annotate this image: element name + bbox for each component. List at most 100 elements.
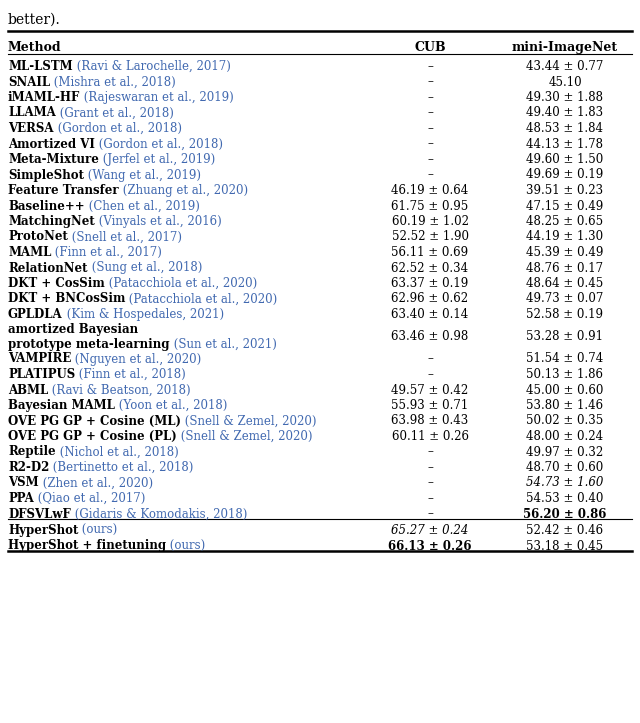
Text: 49.69 ± 0.19: 49.69 ± 0.19 — [526, 168, 604, 181]
Text: 53.28 ± 0.91: 53.28 ± 0.91 — [527, 330, 604, 343]
Text: (Finn et al., 2017): (Finn et al., 2017) — [51, 246, 163, 259]
Text: 43.44 ± 0.77: 43.44 ± 0.77 — [526, 60, 604, 73]
Text: (Rajeswaran et al., 2019): (Rajeswaran et al., 2019) — [80, 91, 234, 104]
Text: (Gidaris & Komodakis, 2018): (Gidaris & Komodakis, 2018) — [71, 508, 247, 521]
Text: Meta-Mixture: Meta-Mixture — [8, 153, 99, 166]
Text: 48.00 ± 0.24: 48.00 ± 0.24 — [527, 430, 604, 443]
Text: 47.15 ± 0.49: 47.15 ± 0.49 — [526, 200, 604, 213]
Text: 62.96 ± 0.62: 62.96 ± 0.62 — [392, 293, 468, 306]
Text: OVE PG GP + Cosine (ML): OVE PG GP + Cosine (ML) — [8, 414, 181, 427]
Text: DKT + BNCosSim: DKT + BNCosSim — [8, 293, 125, 306]
Text: (Gordon et al., 2018): (Gordon et al., 2018) — [95, 137, 223, 150]
Text: R2-D2: R2-D2 — [8, 461, 49, 474]
Text: 51.54 ± 0.74: 51.54 ± 0.74 — [526, 353, 604, 366]
Text: 63.98 ± 0.43: 63.98 ± 0.43 — [392, 414, 468, 427]
Text: HyperShot + finetuning: HyperShot + finetuning — [8, 539, 166, 552]
Text: 39.51 ± 0.23: 39.51 ± 0.23 — [527, 184, 604, 197]
Text: –: – — [427, 368, 433, 381]
Text: MAML: MAML — [8, 246, 51, 259]
Text: (Bertinetto et al., 2018): (Bertinetto et al., 2018) — [49, 461, 194, 474]
Text: Baseline++: Baseline++ — [8, 200, 84, 213]
Text: 45.39 ± 0.49: 45.39 ± 0.49 — [526, 246, 604, 259]
Text: 49.30 ± 1.88: 49.30 ± 1.88 — [527, 91, 604, 104]
Text: 45.00 ± 0.60: 45.00 ± 0.60 — [526, 383, 604, 396]
Text: 54.73 ± 1.60: 54.73 ± 1.60 — [526, 476, 604, 489]
Text: –: – — [427, 492, 433, 505]
Text: 56.20 ± 0.86: 56.20 ± 0.86 — [524, 508, 607, 521]
Text: 52.42 ± 0.46: 52.42 ± 0.46 — [527, 524, 604, 537]
Text: 63.46 ± 0.98: 63.46 ± 0.98 — [392, 330, 468, 343]
Text: mini-ImageNet: mini-ImageNet — [512, 41, 618, 54]
Text: 61.75 ± 0.95: 61.75 ± 0.95 — [392, 200, 468, 213]
Text: 52.58 ± 0.19: 52.58 ± 0.19 — [527, 308, 604, 321]
Text: VERSA: VERSA — [8, 122, 54, 135]
Text: prototype meta-learning: prototype meta-learning — [8, 338, 170, 351]
Text: 49.73 ± 0.07: 49.73 ± 0.07 — [526, 293, 604, 306]
Text: 53.80 ± 1.46: 53.80 ± 1.46 — [527, 399, 604, 412]
Text: –: – — [427, 445, 433, 458]
Text: PPA: PPA — [8, 492, 34, 505]
Text: Reptile: Reptile — [8, 445, 56, 458]
Text: 48.76 ± 0.17: 48.76 ± 0.17 — [527, 262, 604, 275]
Text: GPLDLA: GPLDLA — [8, 308, 63, 321]
Text: amortized Bayesian: amortized Bayesian — [8, 323, 138, 336]
Text: 56.11 ± 0.69: 56.11 ± 0.69 — [392, 246, 468, 259]
Text: (Wang et al., 2019): (Wang et al., 2019) — [84, 168, 201, 181]
Text: 49.40 ± 1.83: 49.40 ± 1.83 — [527, 106, 604, 119]
Text: 53.18 ± 0.45: 53.18 ± 0.45 — [527, 539, 604, 552]
Text: 44.19 ± 1.30: 44.19 ± 1.30 — [527, 231, 604, 244]
Text: –: – — [427, 75, 433, 88]
Text: 65.27 ± 0.24: 65.27 ± 0.24 — [391, 524, 468, 537]
Text: 48.53 ± 1.84: 48.53 ± 1.84 — [527, 122, 604, 135]
Text: Method: Method — [8, 41, 61, 54]
Text: 50.02 ± 0.35: 50.02 ± 0.35 — [526, 414, 604, 427]
Text: 49.97 ± 0.32: 49.97 ± 0.32 — [526, 445, 604, 458]
Text: LLAMA: LLAMA — [8, 106, 56, 119]
Text: –: – — [427, 60, 433, 73]
Text: Bayesian MAML: Bayesian MAML — [8, 399, 115, 412]
Text: (Ravi & Beatson, 2018): (Ravi & Beatson, 2018) — [48, 383, 191, 396]
Text: 54.53 ± 0.40: 54.53 ± 0.40 — [526, 492, 604, 505]
Text: 48.70 ± 0.60: 48.70 ± 0.60 — [526, 461, 604, 474]
Text: 48.64 ± 0.45: 48.64 ± 0.45 — [526, 277, 604, 290]
Text: (Nguyen et al., 2020): (Nguyen et al., 2020) — [72, 353, 202, 366]
Text: (Kim & Hospedales, 2021): (Kim & Hospedales, 2021) — [63, 308, 224, 321]
Text: –: – — [427, 91, 433, 104]
Text: (Snell & Zemel, 2020): (Snell & Zemel, 2020) — [181, 414, 317, 427]
Text: –: – — [427, 153, 433, 166]
Text: 52.52 ± 1.90: 52.52 ± 1.90 — [392, 231, 468, 244]
Text: –: – — [427, 508, 433, 521]
Text: (ours): (ours) — [166, 539, 205, 552]
Text: (Snell & Zemel, 2020): (Snell & Zemel, 2020) — [177, 430, 312, 443]
Text: (Finn et al., 2018): (Finn et al., 2018) — [76, 368, 186, 381]
Text: –: – — [427, 122, 433, 135]
Text: (Zhen et al., 2020): (Zhen et al., 2020) — [38, 476, 153, 489]
Text: –: – — [427, 353, 433, 366]
Text: (Sun et al., 2021): (Sun et al., 2021) — [170, 338, 276, 351]
Text: 45.10: 45.10 — [548, 75, 582, 88]
Text: OVE PG GP + Cosine (PL): OVE PG GP + Cosine (PL) — [8, 430, 177, 443]
Text: better).: better). — [8, 13, 61, 27]
Text: 63.37 ± 0.19: 63.37 ± 0.19 — [392, 277, 468, 290]
Text: RelationNet: RelationNet — [8, 262, 88, 275]
Text: –: – — [427, 476, 433, 489]
Text: Feature Transfer: Feature Transfer — [8, 184, 118, 197]
Text: (Qiao et al., 2017): (Qiao et al., 2017) — [34, 492, 145, 505]
Text: –: – — [427, 168, 433, 181]
Text: (Patacchiola et al., 2020): (Patacchiola et al., 2020) — [125, 293, 278, 306]
Text: (Ravi & Larochelle, 2017): (Ravi & Larochelle, 2017) — [72, 60, 230, 73]
Text: 63.40 ± 0.14: 63.40 ± 0.14 — [392, 308, 468, 321]
Text: DFSVLwF: DFSVLwF — [8, 508, 71, 521]
Text: (Nichol et al., 2018): (Nichol et al., 2018) — [56, 445, 179, 458]
Text: (Grant et al., 2018): (Grant et al., 2018) — [56, 106, 173, 119]
Text: (Sung et al., 2018): (Sung et al., 2018) — [88, 262, 202, 275]
Text: 62.52 ± 0.34: 62.52 ± 0.34 — [392, 262, 468, 275]
Text: (Vinyals et al., 2016): (Vinyals et al., 2016) — [95, 215, 221, 228]
Text: 66.13 ± 0.26: 66.13 ± 0.26 — [388, 539, 472, 552]
Text: (Chen et al., 2019): (Chen et al., 2019) — [84, 200, 200, 213]
Text: –: – — [427, 137, 433, 150]
Text: VAMPIRE: VAMPIRE — [8, 353, 72, 366]
Text: 46.19 ± 0.64: 46.19 ± 0.64 — [392, 184, 468, 197]
Text: (Yoon et al., 2018): (Yoon et al., 2018) — [115, 399, 227, 412]
Text: (Gordon et al., 2018): (Gordon et al., 2018) — [54, 122, 182, 135]
